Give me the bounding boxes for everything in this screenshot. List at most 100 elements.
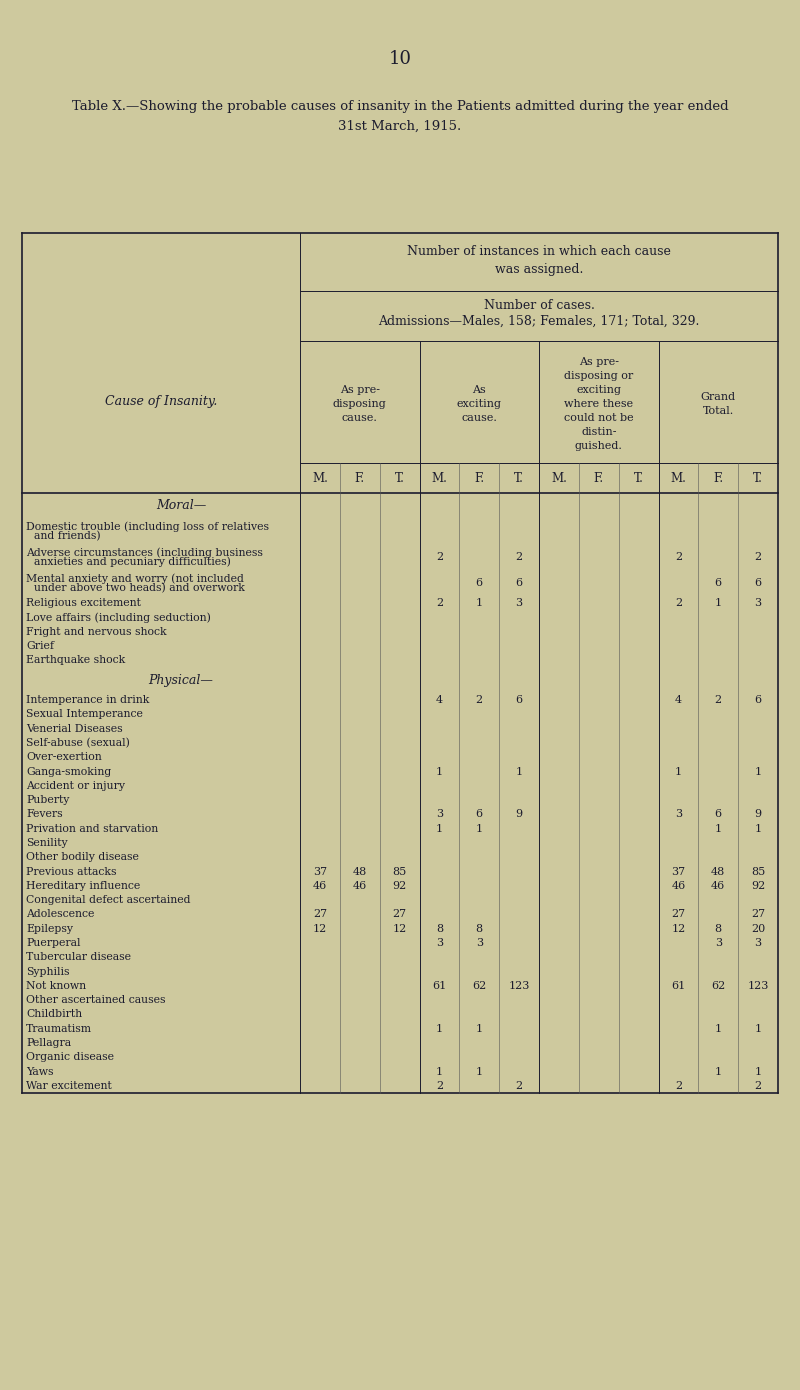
Text: 85: 85 [751,866,766,877]
Text: 3: 3 [754,938,762,948]
Text: 6: 6 [714,809,722,820]
Text: Organic disease: Organic disease [26,1052,114,1062]
Text: 6: 6 [476,578,483,588]
Text: 61: 61 [671,981,686,991]
Text: F.: F. [594,471,604,485]
Text: 2: 2 [754,552,762,563]
Text: 4: 4 [675,695,682,705]
Text: Fright and nervous shock: Fright and nervous shock [26,627,166,637]
Text: Intemperance in drink: Intemperance in drink [26,695,150,705]
Text: F.: F. [354,471,365,485]
Text: cause.: cause. [462,413,497,423]
Text: As pre-: As pre- [340,385,380,395]
Text: and friends): and friends) [34,531,101,541]
Text: 1: 1 [754,1066,762,1077]
Text: T.: T. [394,471,405,485]
Text: Hereditary influence: Hereditary influence [26,881,140,891]
Text: 46: 46 [313,881,327,891]
Text: 6: 6 [476,809,483,820]
Text: 46: 46 [711,881,726,891]
Text: Love affairs (including seduction): Love affairs (including seduction) [26,612,211,623]
Text: 3: 3 [515,598,522,607]
Text: 61: 61 [432,981,446,991]
Text: 6: 6 [714,578,722,588]
Text: 3: 3 [714,938,722,948]
Text: could not be: could not be [564,413,634,423]
Text: 2: 2 [515,552,522,563]
Text: 12: 12 [671,924,686,934]
Text: Moral—: Moral— [156,499,206,513]
Text: 2: 2 [675,598,682,607]
Text: 6: 6 [754,695,762,705]
Text: Grief: Grief [26,641,54,651]
Text: War excitement: War excitement [26,1081,112,1091]
Text: distin-: distin- [581,427,617,436]
Text: 85: 85 [393,866,406,877]
Text: Domestic trouble (including loss of relatives: Domestic trouble (including loss of rela… [26,521,269,532]
Text: Venerial Diseases: Venerial Diseases [26,724,122,734]
Text: 62: 62 [472,981,486,991]
Text: T.: T. [514,471,524,485]
Text: Adverse circumstances (including business: Adverse circumstances (including busines… [26,548,263,557]
Text: 2: 2 [476,695,483,705]
Text: 1: 1 [714,1023,722,1034]
Text: 3: 3 [436,938,443,948]
Text: Puerperal: Puerperal [26,938,81,948]
Text: As pre-: As pre- [578,357,618,367]
Text: Previous attacks: Previous attacks [26,866,117,877]
Text: Number of instances in which each cause: Number of instances in which each cause [407,245,671,259]
Text: 62: 62 [711,981,726,991]
Text: 27: 27 [671,909,686,919]
Text: 3: 3 [675,809,682,820]
Text: 6: 6 [754,578,762,588]
Text: Not known: Not known [26,981,86,991]
Text: 37: 37 [313,866,327,877]
Text: Cause of Insanity.: Cause of Insanity. [105,396,217,409]
Text: T.: T. [634,471,643,485]
Text: 92: 92 [751,881,766,891]
Text: Self-abuse (sexual): Self-abuse (sexual) [26,738,130,748]
Text: Epilepsy: Epilepsy [26,924,73,934]
Text: 1: 1 [436,766,443,777]
Text: 1: 1 [675,766,682,777]
Text: 27: 27 [313,909,327,919]
Text: 4: 4 [436,695,443,705]
Text: anxieties and pecuniary difficulties): anxieties and pecuniary difficulties) [34,556,231,567]
Text: 2: 2 [515,1081,522,1091]
Text: 3: 3 [754,598,762,607]
Text: Yaws: Yaws [26,1066,54,1077]
Text: 20: 20 [751,924,766,934]
Text: Fevers: Fevers [26,809,62,820]
Text: Earthquake shock: Earthquake shock [26,655,126,666]
Text: 123: 123 [747,981,769,991]
Text: exciting: exciting [457,399,502,409]
Text: 1: 1 [476,598,483,607]
Text: 2: 2 [675,1081,682,1091]
Text: 1: 1 [754,824,762,834]
Text: 1: 1 [714,824,722,834]
Text: 27: 27 [751,909,765,919]
Text: 48: 48 [711,866,726,877]
Text: under above two heads) and overwork: under above two heads) and overwork [34,582,245,592]
Text: Sexual Intemperance: Sexual Intemperance [26,709,143,720]
Text: Tubercular disease: Tubercular disease [26,952,131,962]
Text: 1: 1 [714,598,722,607]
Text: Grand: Grand [701,392,736,402]
Text: 2: 2 [436,552,443,563]
Text: Admissions—Males, 158; Females, 171; Total, 329.: Admissions—Males, 158; Females, 171; Tot… [378,316,700,328]
Text: 1: 1 [476,1066,483,1077]
Text: 2: 2 [436,598,443,607]
Text: Other bodily disease: Other bodily disease [26,852,139,862]
Text: 1: 1 [436,1023,443,1034]
Text: 37: 37 [671,866,686,877]
Text: Accident or injury: Accident or injury [26,781,125,791]
Text: Over-exertion: Over-exertion [26,752,102,762]
Text: where these: where these [564,399,634,409]
Text: 1: 1 [436,1066,443,1077]
Text: M.: M. [312,471,328,485]
Text: was assigned.: was assigned. [495,263,583,277]
Text: disposing or: disposing or [564,371,634,381]
Text: Traumatism: Traumatism [26,1023,92,1034]
Text: Ganga-smoking: Ganga-smoking [26,766,111,777]
Text: 1: 1 [436,824,443,834]
